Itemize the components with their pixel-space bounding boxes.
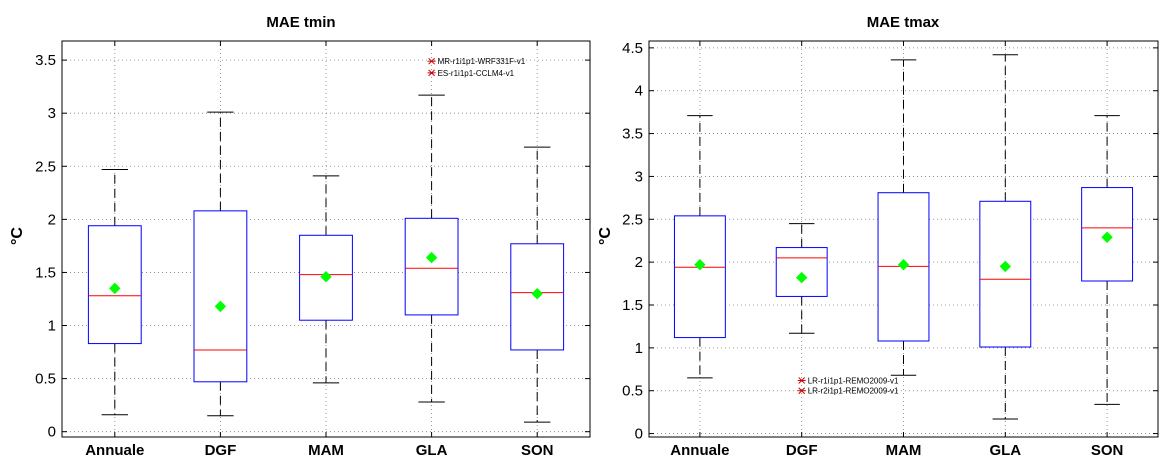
mean-marker: [999, 260, 1012, 273]
y-tick-label: 2.5: [622, 211, 643, 228]
y-axis-label: °C: [597, 227, 614, 245]
box-iqr: [193, 210, 248, 383]
plot-frame: [648, 40, 1159, 438]
x-tick-label: DGF: [205, 442, 237, 459]
chart-title: MAE tmin: [266, 14, 335, 31]
y-axis-label: °C: [9, 227, 26, 245]
box-iqr: [775, 247, 828, 297]
mean-marker: [1101, 231, 1113, 243]
mean-marker: [897, 259, 910, 271]
x-tick-label: DGF: [786, 442, 818, 459]
y-tick-label: 4: [635, 83, 643, 100]
mean-marker: [425, 251, 438, 264]
mean-marker: [214, 300, 227, 313]
y-tick-label: 1: [48, 318, 56, 335]
y-tick-label: 4.5: [622, 40, 643, 57]
box-iqr: [979, 200, 1032, 348]
y-tick-label: 2: [48, 211, 56, 228]
x-tick-label: Annuale: [670, 442, 729, 459]
box-iqr: [673, 215, 726, 339]
mean-marker: [531, 287, 543, 300]
x-tick-label: Annuale: [85, 442, 144, 459]
outlier-label: ES-r1i1p1-CCLM4-v1: [438, 69, 515, 78]
y-tick-label: 0.5: [622, 383, 643, 400]
y-tick-label: 3: [635, 168, 643, 185]
x-tick-label: MAM: [308, 442, 344, 459]
y-tick-label: 3.5: [622, 126, 643, 143]
box-iqr: [404, 217, 459, 316]
x-tick-label: GLA: [416, 442, 448, 459]
y-tick-label: 3.5: [35, 52, 56, 69]
mean-marker: [109, 282, 121, 295]
y-tick-label: 1.5: [622, 297, 643, 314]
y-tick-label: 2.5: [35, 158, 56, 175]
x-tick-label: SON: [521, 442, 554, 459]
y-tick-label: 1.5: [35, 264, 56, 281]
outlier-label: LR-r1i1p1-REMO2009-v1: [808, 376, 899, 385]
outlier-label: MR-r1i1p1-WRF331F-v1: [438, 57, 526, 66]
chart-mae-tmin: MAE tmin °C 0 0.5 1 1.5 2 2.5 3 3.5 Annuale DGF MA…: [9, 14, 591, 459]
plot-frame: [61, 40, 591, 438]
y-tick-label: 0: [48, 424, 56, 441]
y-tick-label: 3: [48, 105, 56, 122]
mean-marker: [320, 270, 332, 283]
mean-marker: [694, 259, 706, 271]
y-tick-label: 0.5: [35, 371, 56, 388]
x-tick-label: GLA: [989, 442, 1021, 459]
y-tick-label: 0: [635, 426, 643, 443]
chart-mae-tmax: MAE tmax °C 0 0.5 1 1.5 2 2.5 3 3.5 4 4.5 Annuale D…: [597, 14, 1159, 459]
outlier-label: LR-r2i1p1-REMO2009-v1: [808, 387, 899, 396]
y-tick-label: 1: [635, 340, 643, 357]
y-tick-label: 2: [635, 254, 643, 271]
x-tick-label: SON: [1091, 442, 1124, 459]
x-tick-label: MAM: [886, 442, 922, 459]
chart-title: MAE tmax: [867, 14, 940, 31]
mean-marker: [795, 271, 808, 284]
